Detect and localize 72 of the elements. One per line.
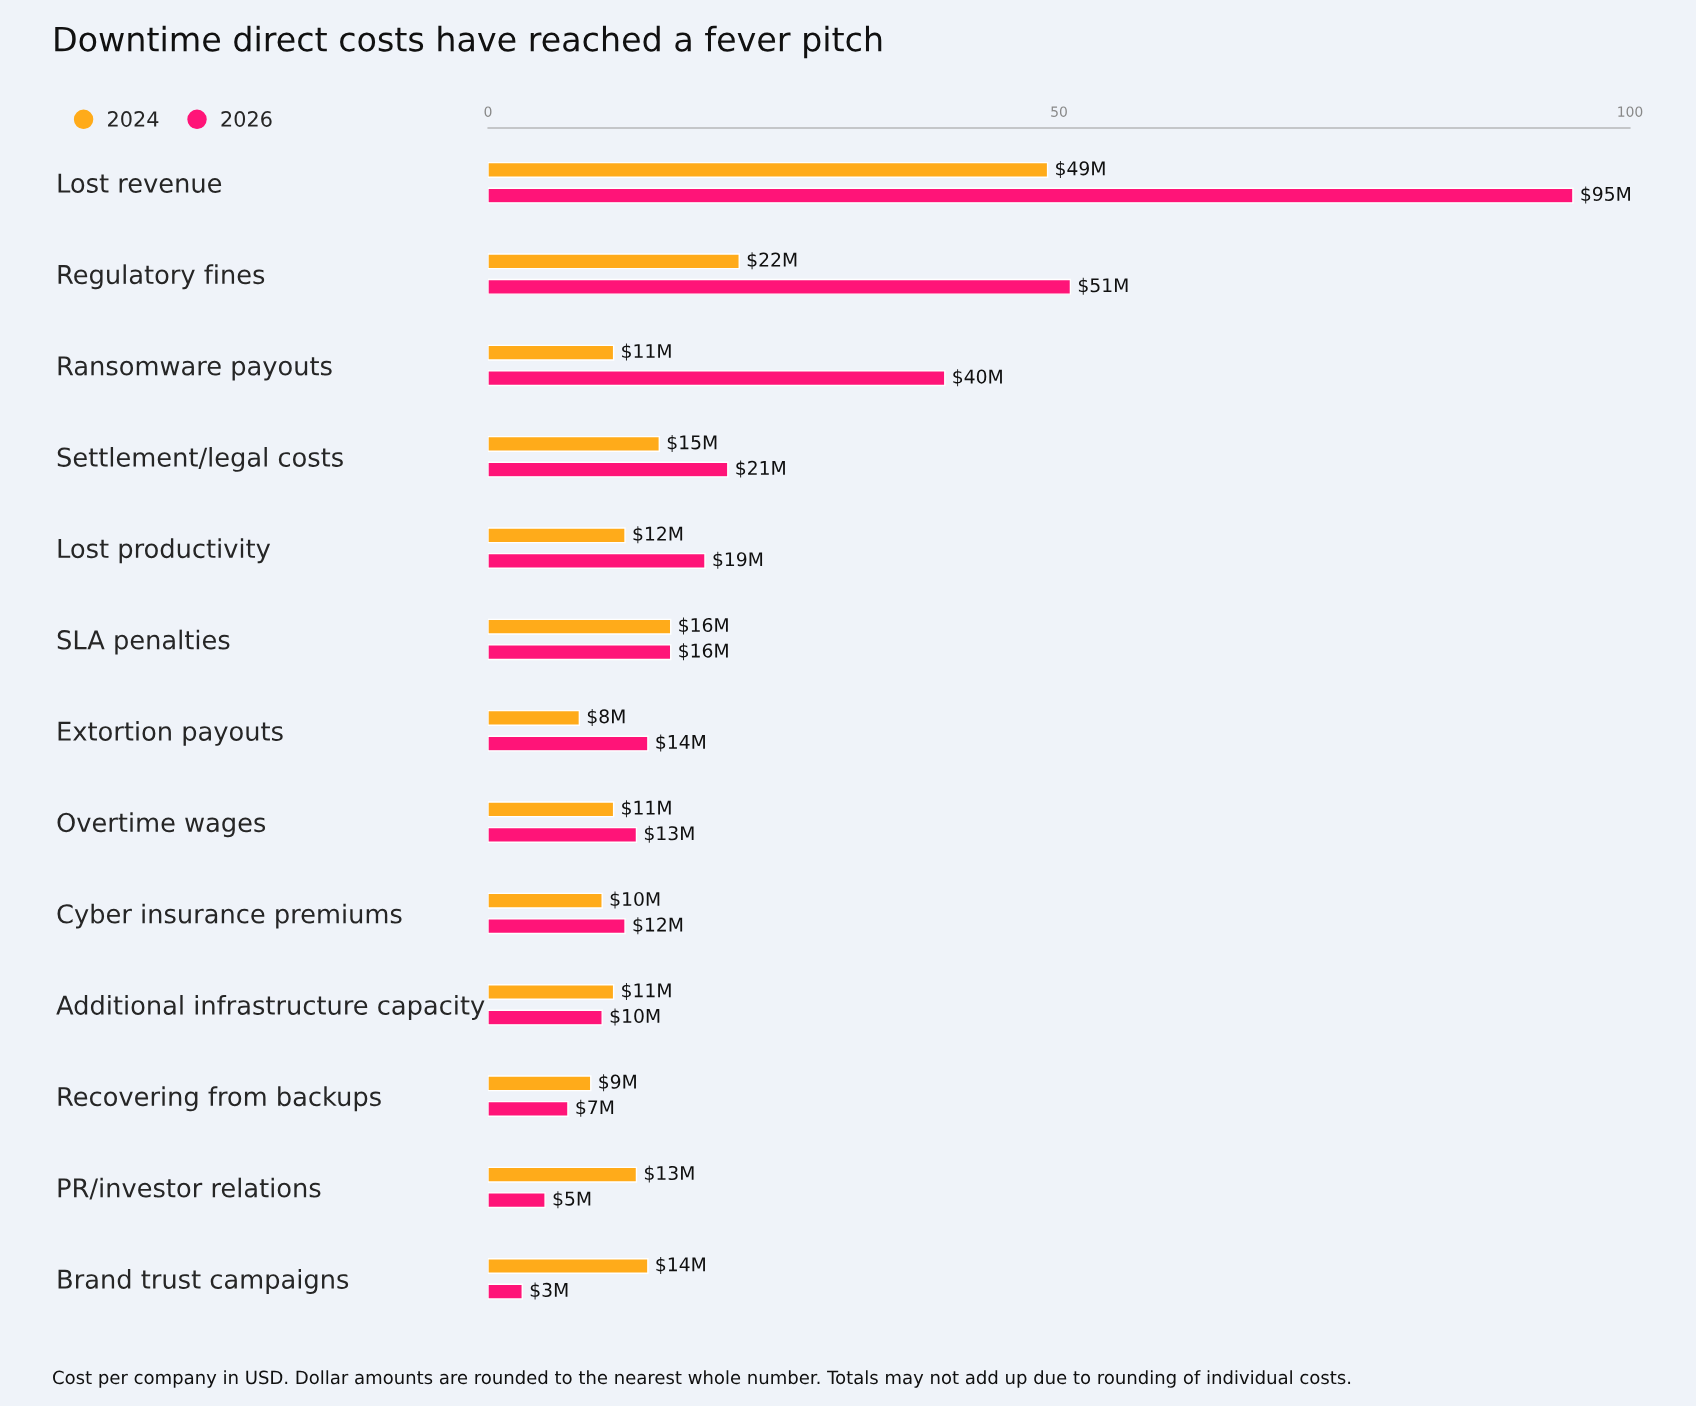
data-label: $95M [1581,186,1630,204]
y-tick-label: PR/investor relations [58,1177,321,1200]
bar [488,1100,569,1117]
data-label: $40M [953,369,1002,387]
text: Cost per company in USD. Dollar amounts are rounded to the nearest whole number. Totals may not add up due to rounding of individual costs. [53,1370,1351,1388]
data-label: $16M [679,617,728,635]
data-label: $49M [1056,160,1105,178]
data-label: $11M [622,982,671,1000]
data-label: $16M [679,643,728,661]
bar [488,552,706,569]
bar [488,527,626,544]
y-tick-label: Recovering from backups [58,1086,381,1112]
y-tick-label: Additional infrastructure capacity [56,995,485,1020]
bar [488,801,615,818]
data-label: $19M [713,551,763,569]
bar [488,1075,592,1092]
legend-label: 2024 [108,111,159,127]
bar [488,253,740,270]
data-label: $5M [553,1191,591,1209]
bar [488,983,615,1000]
bar [488,709,581,726]
data-label: $10M [610,1008,660,1026]
y-tick-label: Ransomware payouts [58,356,332,381]
data-label: $21M [736,460,785,478]
legend-label: 2026 [221,111,272,127]
data-label: $11M [622,343,671,361]
data-label: $22M [747,252,797,270]
bar [488,278,1072,295]
chart-title: Downtime direct costs have reached a fever pitch [55,25,882,59]
data-label: $51M [1078,277,1128,295]
bar [488,161,1049,178]
bar [488,618,672,635]
bar [488,461,729,478]
x-tick-label: 100 [1618,106,1643,117]
bar [488,1009,603,1026]
y-tick-label: Settlement/legal costs [57,446,343,472]
data-label: $8M [587,708,625,726]
y-tick-label: Extortion payouts [58,721,283,746]
data-label: $11M [622,800,671,818]
y-tick-label: Lost productivity [58,538,271,564]
bar [488,1283,523,1300]
data-label: $9M [599,1074,636,1092]
bar [488,435,660,452]
data-label: $3M [530,1282,568,1300]
bar [488,826,638,843]
data-label: $12M [633,526,683,544]
y-tick-label: Brand trust campaigns [58,1269,349,1294]
bar [488,1257,649,1274]
data-label: $15M [667,434,717,452]
y-tick-label: SLA penalties [57,629,230,655]
bar [488,187,1574,204]
data-label: $13M [644,825,694,843]
y-tick-label: Regulatory fines [58,264,265,290]
bar [488,1192,546,1209]
y-tick-label: Lost revenue [58,173,222,193]
bar [488,892,603,909]
x-tick-label: 0 [484,106,492,117]
bar [488,918,626,935]
data-label: $10M [610,891,660,909]
bar [488,370,946,387]
x-tick-label: 50 [1051,106,1067,117]
data-label: $12M [633,917,683,935]
data-label: $7M [576,1099,614,1117]
bar [488,735,649,752]
y-tick-label: Overtime wages [57,812,266,838]
bar [488,1166,638,1183]
bar [488,644,672,661]
data-label: $14M [656,734,705,752]
data-label: $13M [644,1165,694,1183]
bar [488,344,615,361]
y-tick-label: Cyber insurance premiums [57,903,402,929]
data-label: $14M [656,1256,705,1274]
